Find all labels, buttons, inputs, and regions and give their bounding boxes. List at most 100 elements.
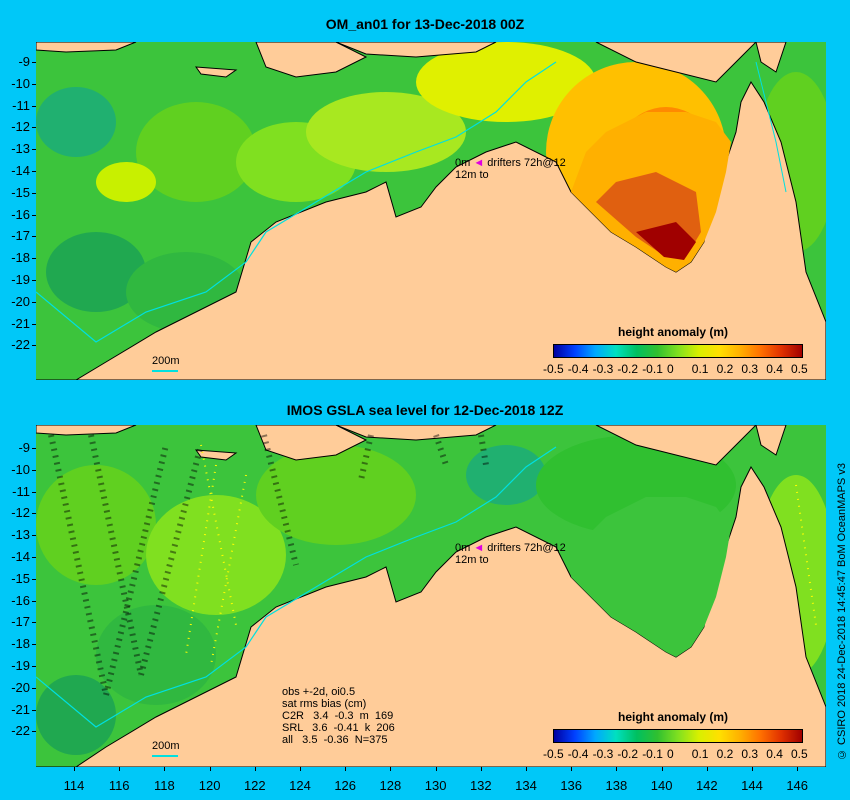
y-tick-mark [32,491,36,493]
bottom-y-tick-label: -13 [11,527,30,543]
y-tick-mark [32,600,36,602]
top-y-tick-label: -22 [11,337,30,353]
colorbar-tick-label: 0.2 [716,362,734,376]
land-cape-york-top [755,42,787,73]
altimeter-track-y4 [795,484,817,626]
anomaly-region [416,42,596,122]
y-tick-mark [32,171,36,172]
x-tick-label: 144 [741,778,763,793]
top-y-tick-label: -16 [11,206,30,222]
x-tick-label: 116 [108,778,130,793]
top-map-canvas [36,42,826,380]
y-tick-mark [32,301,36,303]
colorbar-tick-label: 0 [667,747,674,761]
drifters-depth-0m: 0m [455,542,471,554]
anomaly-region [36,675,116,755]
anomaly-region [136,102,256,202]
land-timor [255,425,368,461]
colorbar-tick-label: 0 [667,362,674,376]
y-tick-mark [32,731,36,733]
bottom-drifters-legend: 0m ◄ drifters 72h@12 12m to [455,542,566,566]
colorbar-tick-label: -0.2 [617,747,639,761]
x-tick-label: 142 [695,778,718,793]
x-tick-mark [254,767,256,771]
anomaly-region [256,445,416,545]
colorbar-tick-label: 0.3 [741,747,759,761]
x-tick-label: 124 [289,778,311,793]
altimeter-track-7 [433,434,449,466]
top-y-tick-label: -19 [11,272,30,287]
y-tick-mark [32,323,36,325]
anomaly-region [46,232,146,312]
y-tick-mark [32,258,36,260]
bottom-y-tick-label: -21 [11,701,30,717]
bottom-y-tick-label: -9 [18,440,30,455]
y-tick-mark [32,127,36,129]
anomaly-region [36,87,116,157]
altimeter-track-3 [103,444,169,696]
bottom-map-title: IMOS GSLA sea level for 12-Dec-2018 12Z [286,402,564,418]
top-y-tick-label: -12 [11,119,30,135]
bottom-colorbar [553,729,803,743]
top-y-tick-label: -13 [11,141,30,157]
bottom-isobath-label: 200m [152,740,180,752]
isobath-200m [755,61,787,193]
y-tick-mark [32,83,36,85]
x-tick-mark [480,767,482,771]
y-tick-mark [32,535,36,537]
anomaly-region [96,605,216,705]
y-tick-mark [32,578,36,580]
bottom-y-tick-label: -18 [11,636,30,652]
bottom-y-tick-label: -15 [11,570,30,586]
x-tick-label: 146 [786,778,809,793]
y-tick-mark [32,557,36,558]
colorbar-tick-label: 0.1 [691,747,709,761]
y-tick-mark [32,345,36,347]
stats-line: all 3.5 -0.36 N=375 [282,734,388,746]
land-islands [335,425,497,441]
x-tick-label: 128 [379,778,402,793]
x-tick-mark [752,767,753,771]
stats-line: obs +-2d, oi0.5 [282,686,356,698]
altimeter-track-5 [261,434,299,566]
land-new-guinea [595,42,757,83]
drifters-depth-12m: 12m [455,169,477,181]
drifter-arrow-icon: ◄ [473,157,485,169]
x-tick-mark [706,767,708,771]
land-timor [255,42,368,78]
land-islands [194,449,238,461]
top-y-tick-label: -9 [18,54,30,69]
altimeter-track-6 [358,434,374,481]
y-tick-mark [32,666,36,667]
bottom-y-tick-label: -16 [11,592,30,608]
anomaly-region [636,222,696,260]
bottom-y-tick-label: -22 [11,723,30,739]
top-colorbar-title: height anomaly (m) [618,325,729,339]
x-tick-label: 132 [469,778,492,793]
x-tick-mark [119,767,121,771]
colorbar-tick-label: 0.3 [741,362,759,376]
top-y-tick-label: -21 [11,315,30,331]
drifter-arrow-icon: ◄ [473,542,485,554]
colorbar-tick-label: -0.4 [567,747,589,761]
bottom-colorbar-title: height anomaly (m) [618,710,729,724]
bottom-map-panel[interactable] [36,425,826,767]
colorbar-tick-label: 0.5 [791,362,808,376]
top-map-title: OM_an01 for 13-Dec-2018 00Z [325,16,525,32]
drifters-to: to [479,169,489,181]
y-tick-mark [32,192,36,194]
top-isobath-label: 200m [152,355,180,367]
top-y-tick-label: -15 [11,184,30,200]
top-colorbar [553,344,803,358]
top-y-tick-label: -11 [12,97,30,113]
y-tick-mark [32,236,36,238]
stats-line: C2R 3.4 -0.3 m 169 [282,710,394,722]
top-y-tick-label: -14 [11,163,30,178]
x-tick-mark [797,767,799,771]
y-tick-mark [32,622,36,624]
x-tick-mark [526,767,527,771]
top-map-panel[interactable] [36,42,826,380]
anomaly-region [96,162,156,202]
bottom-y-tick-label: -19 [11,658,30,673]
y-tick-mark [32,687,36,689]
